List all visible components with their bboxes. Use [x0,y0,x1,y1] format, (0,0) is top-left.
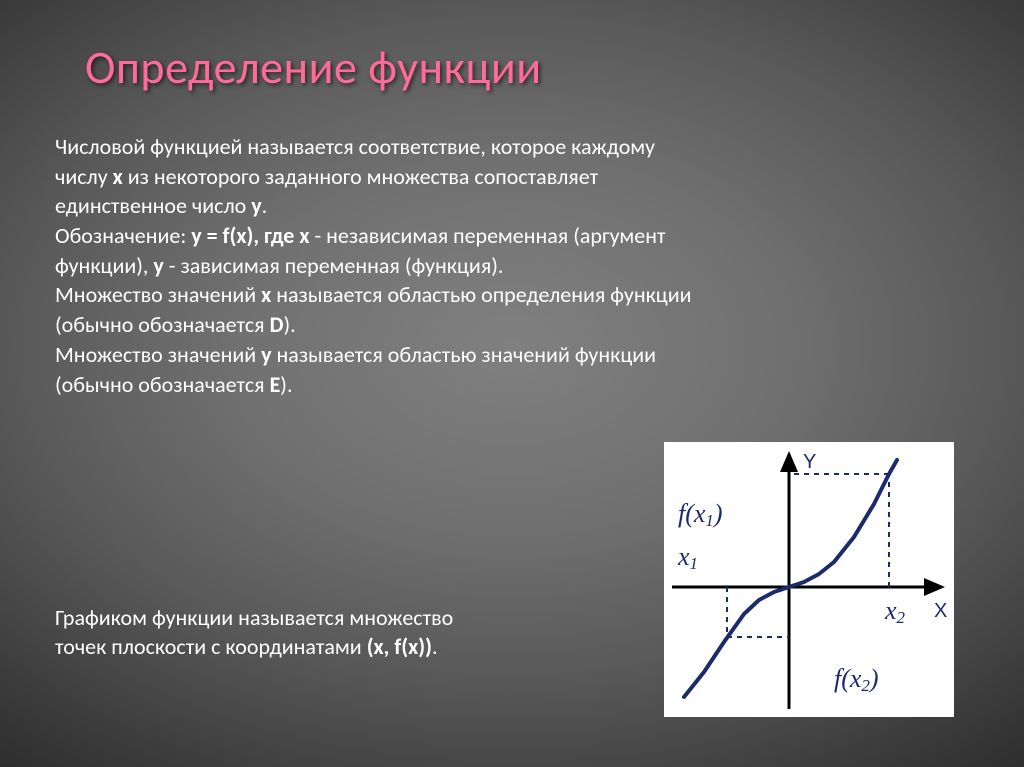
var-x: x [113,163,123,190]
var-y: y [153,252,163,279]
txt: Множество значений [55,341,261,368]
txt: точек плоскости с координатами [55,633,367,660]
txt: единственное число [55,192,251,219]
svg-text:x1: x1 [677,542,698,573]
txt: из некоторого заданного множества сопост… [123,163,598,190]
svg-text:f(x1): f(x1) [678,499,723,530]
function-graph: Y Xf(x1) x1 x2 f(x2) [664,442,954,717]
txt: - зависимая переменная (функция). [164,252,504,279]
var-y: y [261,341,271,368]
graph-definition-text: Графиком функции называется множество то… [55,603,453,662]
txt: Числовой функцией называется соответстви… [55,133,655,160]
var-D: D [270,311,284,338]
svg-text:f(x2): f(x2) [834,664,879,695]
txt: (обычно обозначается [55,371,270,398]
slide-title: Определение функции [85,40,969,96]
txt: ). [283,311,295,338]
definition-text: Числовой функцией называется соответстви… [55,132,965,399]
txt: Множество значений [55,281,261,308]
var-x: x [261,281,271,308]
txt: Обозначение: [55,222,191,249]
graph-svg: Y Xf(x1) x1 x2 f(x2) [664,442,954,717]
txt: (обычно обозначается [55,311,270,338]
txt: называется областью определения функции [271,281,691,308]
var-y: y [251,192,261,219]
svg-text:Y: Y [803,451,816,473]
txt: . [262,192,268,219]
slide: Определение функции Числовой функцией на… [0,0,1024,767]
svg-text:X: X [934,600,947,622]
coords: (x, f(x)) [367,633,432,660]
txt: функции), [55,252,153,279]
txt: ). [280,371,292,398]
txt: называется областью значений функции [272,341,656,368]
txt: . [432,633,438,660]
svg-text:x2: x2 [884,596,906,627]
var-E: E [270,371,281,398]
txt: - независимая переменная (аргумент [309,222,665,249]
txt: числу [55,163,113,190]
txt: Графиком функции называется множество [55,604,453,631]
notation: y = f(x), где x [191,222,309,249]
